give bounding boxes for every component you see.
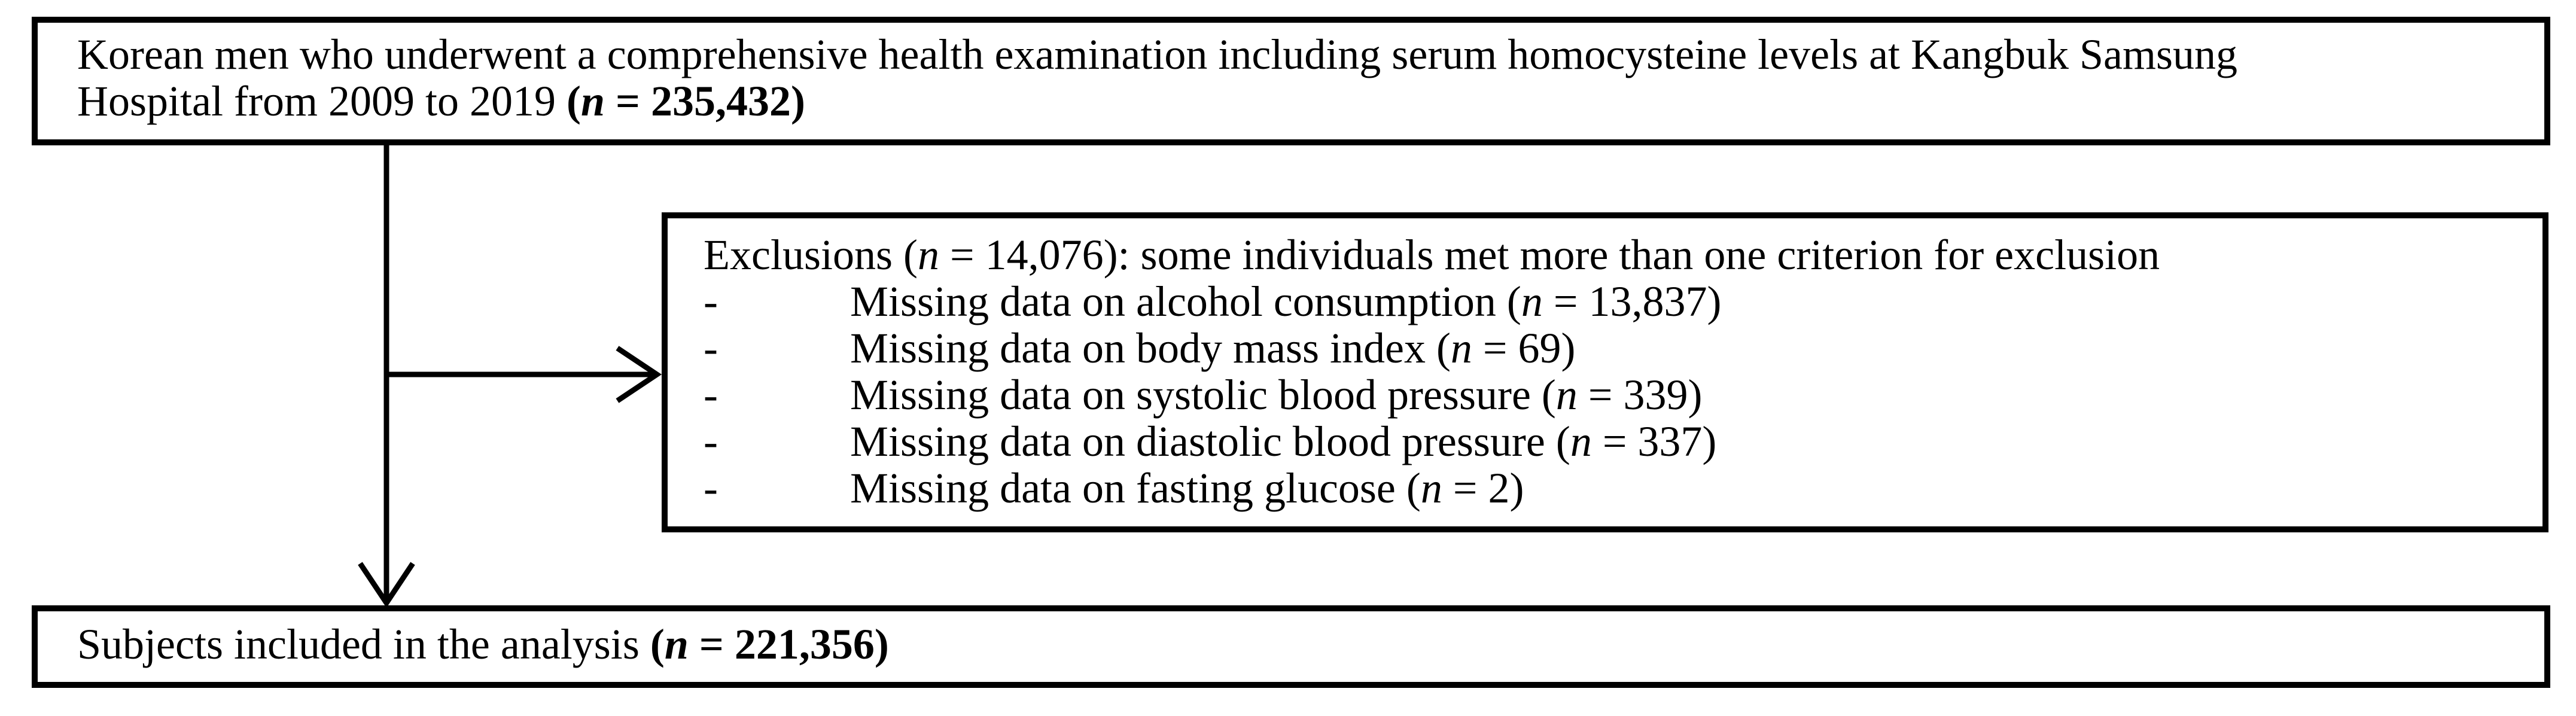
bullet-dash: -: [704, 371, 718, 419]
exclusions-heading-n: n: [917, 231, 939, 279]
exclusion-item-fasting-glucose: - Missing data on fasting glucose (n = 2…: [704, 465, 2525, 511]
source-n-value: = 235,432): [604, 77, 805, 125]
bullet-dash: -: [704, 324, 718, 372]
exclusion-item-text: Missing data on alcohol consumption (n =…: [850, 278, 1721, 325]
right-arrowhead: [616, 346, 662, 403]
bullet-dash: -: [704, 464, 718, 512]
source-line1: Korean men who underwent a comprehensive…: [77, 31, 2238, 78]
item-pre: Missing data on alcohol consumption (: [850, 278, 1521, 325]
exclusions-heading: Exclusions (n = 14,076): some individual…: [704, 231, 2525, 278]
source-line2: Hospital from 2009 to 2019 (n = 235,432): [77, 78, 2520, 124]
item-n: n: [1555, 371, 1578, 419]
item-n: n: [1521, 278, 1543, 325]
down-arrowhead: [358, 562, 415, 608]
bullet-dash: -: [704, 418, 718, 465]
item-post: = 69): [1472, 324, 1576, 372]
final-line: Subjects included in the analysis (n = 2…: [77, 621, 2520, 668]
exclusion-item-text: Missing data on systolic blood pressure …: [850, 371, 1702, 418]
source-line2-text: Hospital from 2009 to 2019: [77, 77, 567, 125]
exclusion-item-bmi: - Missing data on body mass index (n = 6…: [704, 325, 2525, 371]
item-pre: Missing data on fasting glucose (: [850, 464, 1421, 512]
final-analysis-box: Subjects included in the analysis (n = 2…: [32, 605, 2550, 688]
item-post: = 337): [1591, 418, 1717, 465]
item-pre: Missing data on diastolic blood pressure…: [850, 418, 1570, 465]
item-pre: Missing data on systolic blood pressure …: [850, 371, 1556, 419]
item-post: = 339): [1577, 371, 1703, 419]
item-n: n: [1450, 324, 1472, 372]
source-n-symbol: n: [580, 77, 605, 125]
exclusion-item-text: Missing data on body mass index (n = 69): [850, 325, 1576, 371]
exclusion-item-alcohol: - Missing data on alcohol consumption (n…: [704, 278, 2525, 325]
item-post: = 13,837): [1542, 278, 1722, 325]
item-pre: Missing data on body mass index (: [850, 324, 1451, 372]
item-post: = 2): [1442, 464, 1524, 512]
final-n-value: = 221,356): [688, 620, 889, 668]
bullet-dash: -: [704, 278, 718, 325]
exclusions-heading-post: = 14,076): some individuals met more tha…: [939, 231, 2160, 279]
item-n: n: [1420, 464, 1442, 512]
exclusions-box: Exclusions (n = 14,076): some individual…: [662, 212, 2548, 532]
exclusion-item-text: Missing data on diastolic blood pressure…: [850, 418, 1716, 465]
source-n-paren: (: [566, 77, 581, 125]
exclusion-item-systolic-bp: - Missing data on systolic blood pressur…: [704, 371, 2525, 418]
final-n-symbol: n: [664, 620, 689, 668]
final-n-paren: (: [650, 620, 665, 668]
exclusion-item-text: Missing data on fasting glucose (n = 2): [850, 465, 1524, 511]
final-text: Subjects included in the analysis: [77, 620, 650, 668]
source-population-box: Korean men who underwent a comprehensive…: [32, 17, 2550, 145]
item-n: n: [1570, 418, 1592, 465]
exclusions-heading-pre: Exclusions (: [704, 231, 918, 279]
exclusion-item-diastolic-bp: - Missing data on diastolic blood pressu…: [704, 418, 2525, 465]
